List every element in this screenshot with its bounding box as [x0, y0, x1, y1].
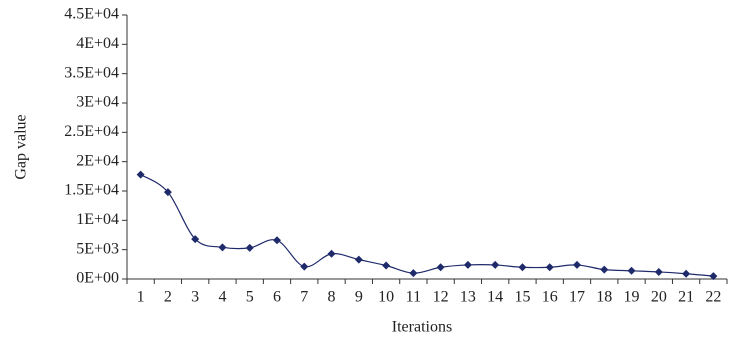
x-tick-label: 1 [137, 289, 145, 306]
marker [654, 267, 663, 276]
x-tick-label: 11 [406, 289, 421, 306]
x-tick-label: 7 [300, 289, 308, 306]
marker [709, 272, 718, 281]
marker [163, 188, 172, 197]
marker [682, 269, 691, 278]
line [140, 174, 714, 277]
marker [409, 269, 418, 278]
y-tick-label: 0E+00 [76, 270, 119, 287]
marker [136, 170, 145, 179]
x-tick-label: 20 [651, 289, 667, 306]
marker [573, 260, 581, 269]
marker [327, 249, 336, 258]
x-tick-label: 5 [246, 289, 254, 306]
y-tick-label: 2E+04 [76, 152, 119, 169]
x-tick-label: 15 [514, 289, 530, 306]
y-tick-label: 3.5E+04 [64, 64, 119, 81]
x-tick-label: 12 [433, 289, 449, 306]
marker [600, 265, 609, 274]
x-tick-label: 16 [542, 289, 558, 306]
marker [436, 263, 445, 272]
y-tick-label: 2.5E+04 [64, 123, 119, 140]
x-tick-label: 8 [328, 289, 336, 306]
y-tick-label: 4.5E+04 [64, 6, 119, 23]
marker [354, 255, 363, 264]
marker [491, 260, 500, 269]
marker [191, 235, 200, 244]
y-tick-label: 4E+04 [76, 35, 119, 52]
x-tick-label: 13 [460, 289, 476, 306]
y-tick-label: 5E+03 [76, 240, 119, 257]
marker [518, 263, 527, 272]
marker [463, 260, 472, 269]
x-tick-label: 6 [273, 289, 281, 306]
marker [245, 243, 254, 252]
marker [382, 261, 391, 270]
x-tick-label: 9 [355, 289, 363, 306]
y-axis-label: Gap value [13, 114, 30, 179]
marker [273, 236, 281, 245]
y-tick-label: 1.5E+04 [64, 182, 119, 199]
x-tick-label: 10 [378, 289, 394, 306]
marker [627, 266, 636, 275]
x-tick-label: 21 [678, 289, 694, 306]
x-tick-label: 22 [705, 289, 721, 306]
x-tick-label: 17 [569, 289, 585, 306]
x-tick-label: 18 [596, 289, 612, 306]
x-tick-label: 3 [191, 289, 199, 306]
marker [218, 243, 227, 252]
x-tick-label: 14 [487, 289, 503, 306]
marker [300, 262, 309, 271]
marker [545, 263, 554, 272]
x-tick-label: 2 [164, 289, 172, 306]
x-tick-label: 4 [218, 289, 226, 306]
x-axis-label: Iterations [392, 319, 452, 336]
y-tick-label: 1E+04 [76, 211, 119, 228]
x-tick-label: 19 [624, 289, 640, 306]
y-tick-label: 3E+04 [76, 94, 119, 111]
